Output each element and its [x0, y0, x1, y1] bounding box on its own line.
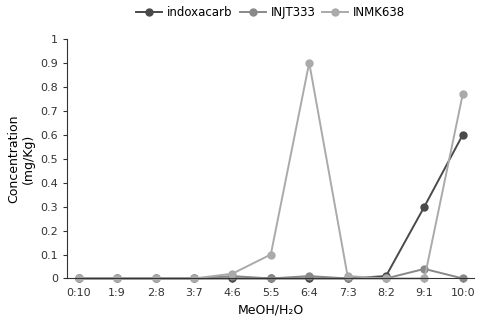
indoxacarb [114, 276, 120, 280]
INMK638 [422, 276, 427, 280]
INMK638 [114, 276, 120, 280]
indoxacarb [306, 276, 312, 280]
indoxacarb [191, 276, 197, 280]
INJT333 [114, 276, 120, 280]
INJT333 [229, 274, 235, 278]
Legend: indoxacarb, INJT333, INMK638: indoxacarb, INJT333, INMK638 [132, 2, 410, 24]
indoxacarb [345, 276, 351, 280]
X-axis label: MeOH/H₂O: MeOH/H₂O [238, 303, 304, 316]
INMK638 [76, 276, 82, 280]
indoxacarb [268, 276, 274, 280]
INJT333 [268, 276, 274, 280]
INMK638 [345, 274, 351, 278]
INJT333 [306, 274, 312, 278]
INMK638 [383, 276, 389, 280]
INMK638 [306, 61, 312, 65]
indoxacarb [229, 276, 235, 280]
INMK638 [191, 276, 197, 280]
INMK638 [268, 253, 274, 256]
indoxacarb [422, 205, 427, 209]
Line: indoxacarb: indoxacarb [75, 131, 466, 282]
Y-axis label: Concentration
(mg/Kg): Concentration (mg/Kg) [7, 114, 35, 203]
INMK638 [460, 92, 466, 96]
INJT333 [153, 276, 158, 280]
indoxacarb [383, 274, 389, 278]
indoxacarb [460, 133, 466, 137]
INJT333 [191, 276, 197, 280]
Line: INMK638: INMK638 [75, 59, 466, 282]
INMK638 [153, 276, 158, 280]
INJT333 [383, 276, 389, 280]
Line: INJT333: INJT333 [75, 266, 466, 282]
INJT333 [345, 276, 351, 280]
INJT333 [422, 267, 427, 271]
indoxacarb [153, 276, 158, 280]
INJT333 [76, 276, 82, 280]
indoxacarb [76, 276, 82, 280]
INJT333 [460, 276, 466, 280]
INMK638 [229, 272, 235, 276]
